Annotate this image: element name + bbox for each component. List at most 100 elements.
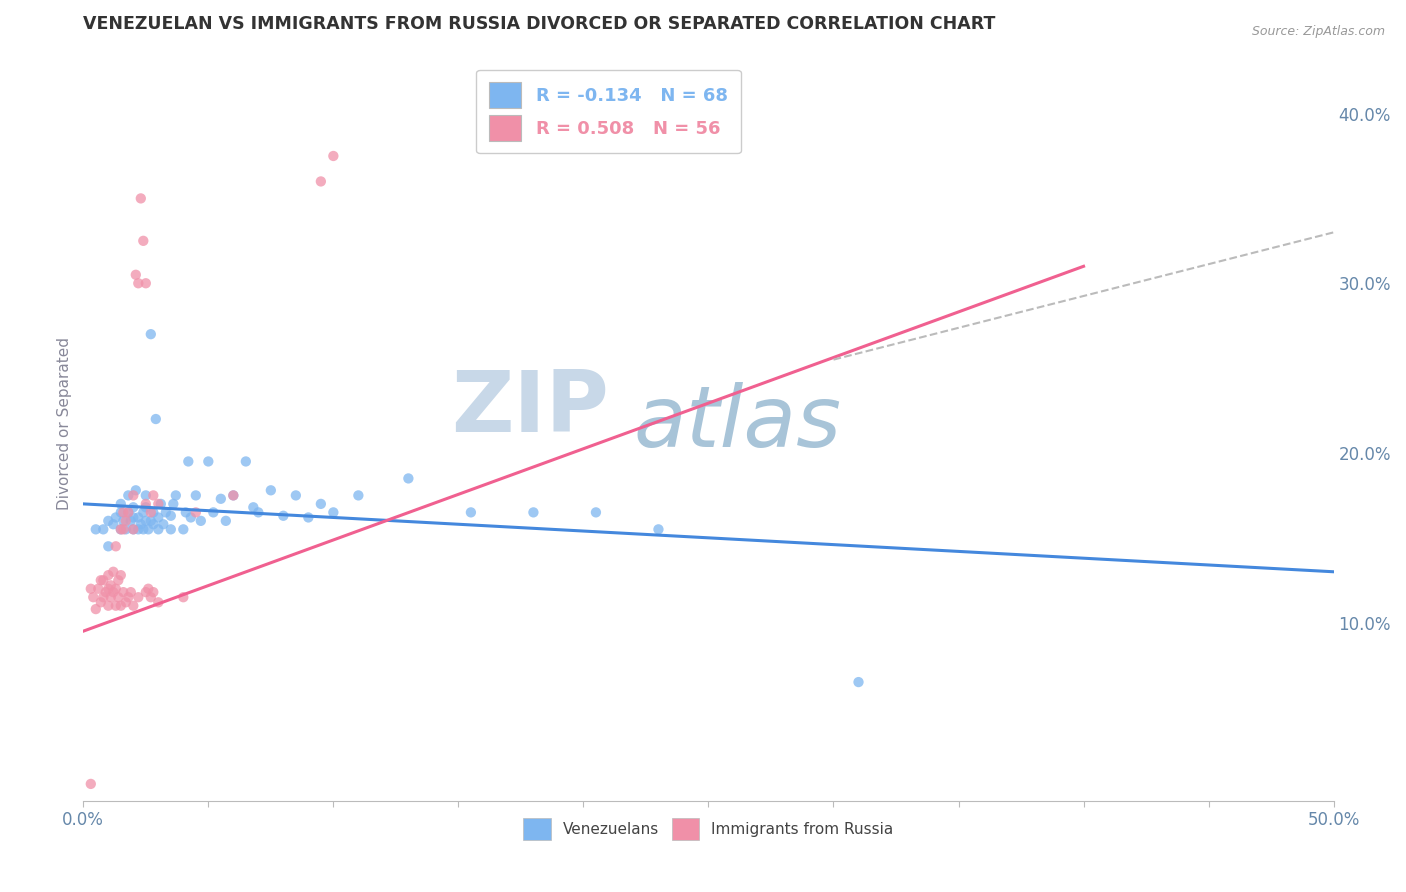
Point xyxy=(104,599,127,613)
Point xyxy=(135,500,157,515)
Point xyxy=(162,497,184,511)
Point xyxy=(84,522,107,536)
Point xyxy=(585,505,607,519)
Point xyxy=(117,591,139,605)
Point xyxy=(135,514,157,528)
Point xyxy=(159,508,181,523)
Point xyxy=(97,539,120,553)
Point xyxy=(125,268,148,282)
Point xyxy=(107,591,129,605)
Point xyxy=(114,595,136,609)
Point xyxy=(149,497,172,511)
Point xyxy=(273,508,295,523)
Point xyxy=(145,412,167,426)
Point xyxy=(142,585,165,599)
Legend: Venezuelans, Immigrants from Russia: Venezuelans, Immigrants from Russia xyxy=(517,813,900,847)
Text: Source: ZipAtlas.com: Source: ZipAtlas.com xyxy=(1251,25,1385,38)
Point xyxy=(135,585,157,599)
Point xyxy=(180,510,202,524)
Point xyxy=(82,591,104,605)
Point xyxy=(117,488,139,502)
Point xyxy=(148,510,170,524)
Point xyxy=(127,522,149,536)
Point xyxy=(155,505,177,519)
Point xyxy=(209,491,232,506)
Point xyxy=(322,505,344,519)
Point xyxy=(112,522,135,536)
Point xyxy=(260,483,283,498)
Point xyxy=(122,522,145,536)
Point xyxy=(215,514,238,528)
Point xyxy=(139,505,162,519)
Point xyxy=(110,522,132,536)
Point xyxy=(127,510,149,524)
Point xyxy=(172,522,194,536)
Point xyxy=(139,514,162,528)
Point xyxy=(97,582,120,596)
Point xyxy=(110,568,132,582)
Point xyxy=(122,510,145,524)
Point xyxy=(110,505,132,519)
Point xyxy=(309,497,332,511)
Point xyxy=(122,599,145,613)
Point xyxy=(142,505,165,519)
Point xyxy=(159,522,181,536)
Point xyxy=(172,591,194,605)
Point xyxy=(117,505,139,519)
Point xyxy=(135,488,157,502)
Y-axis label: Divorced or Separated: Divorced or Separated xyxy=(58,337,72,509)
Point xyxy=(647,522,669,536)
Point xyxy=(122,500,145,515)
Point xyxy=(112,585,135,599)
Point xyxy=(152,517,174,532)
Point xyxy=(197,454,219,468)
Point xyxy=(139,591,162,605)
Point xyxy=(242,500,264,515)
Point xyxy=(114,514,136,528)
Point xyxy=(174,505,197,519)
Point xyxy=(114,522,136,536)
Point xyxy=(100,578,122,592)
Point xyxy=(91,574,114,588)
Point xyxy=(177,454,200,468)
Point xyxy=(122,488,145,502)
Point xyxy=(322,149,344,163)
Point xyxy=(148,595,170,609)
Point xyxy=(90,595,112,609)
Point xyxy=(80,777,103,791)
Point xyxy=(122,522,145,536)
Point xyxy=(136,522,159,536)
Point xyxy=(112,514,135,528)
Point xyxy=(127,277,149,291)
Point xyxy=(110,599,132,613)
Point xyxy=(129,191,152,205)
Point xyxy=(222,488,245,502)
Point xyxy=(129,517,152,532)
Point xyxy=(103,565,125,579)
Point xyxy=(94,585,117,599)
Point xyxy=(184,488,207,502)
Text: atlas: atlas xyxy=(634,382,841,465)
Point xyxy=(127,591,149,605)
Point xyxy=(97,599,120,613)
Point xyxy=(309,174,332,188)
Point xyxy=(222,488,245,502)
Point xyxy=(132,234,155,248)
Text: ZIP: ZIP xyxy=(451,367,609,450)
Point xyxy=(87,582,110,596)
Point xyxy=(91,522,114,536)
Point xyxy=(148,497,170,511)
Point xyxy=(97,568,120,582)
Point xyxy=(848,675,870,690)
Point xyxy=(112,505,135,519)
Point xyxy=(135,277,157,291)
Point xyxy=(104,510,127,524)
Point xyxy=(110,522,132,536)
Point xyxy=(247,505,270,519)
Point xyxy=(120,514,142,528)
Point xyxy=(148,522,170,536)
Point xyxy=(297,510,319,524)
Point xyxy=(110,497,132,511)
Text: VENEZUELAN VS IMMIGRANTS FROM RUSSIA DIVORCED OR SEPARATED CORRELATION CHART: VENEZUELAN VS IMMIGRANTS FROM RUSSIA DIV… xyxy=(83,15,995,33)
Point xyxy=(284,488,307,502)
